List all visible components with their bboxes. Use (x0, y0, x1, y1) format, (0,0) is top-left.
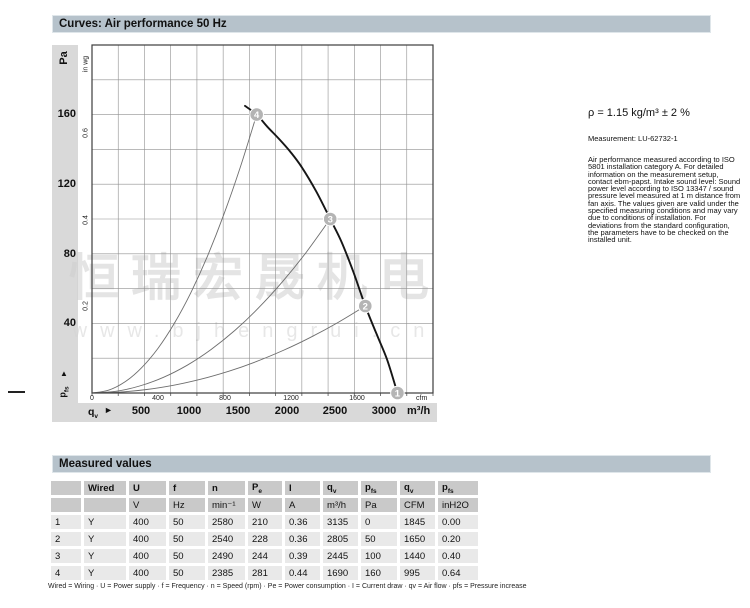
unit-pa: Pa (361, 498, 397, 512)
x-axis-label-qv: qv (88, 406, 99, 421)
operating-point-marker-3 (322, 211, 338, 227)
cfm-tick-400: 400 (152, 395, 164, 402)
cfm-unit-label: cfm (416, 395, 428, 402)
operating-point-label: 3 (328, 214, 333, 225)
measured-values-title: Measured values (59, 458, 152, 470)
inwg-tick-02: 0.2 (82, 301, 90, 311)
cfm-tick-0: 0 (90, 395, 94, 402)
air-density-note: ρ = 1.15 kg/m³ ± 2 % (588, 107, 690, 119)
inwg-tick-04: 0.4 (82, 215, 90, 225)
y-axis-unit-pa: Pa (58, 51, 70, 65)
operating-point-label: 2 (363, 301, 368, 312)
m3h-tick-500: 500 (131, 405, 151, 417)
header-pfs-inh2o: pfs (438, 481, 478, 495)
operating-point-marker-4 (249, 107, 264, 122)
header-wired: Wired (84, 481, 126, 495)
header-pe: Pe (248, 481, 282, 495)
operating-point-marker-2 (357, 298, 373, 314)
header-f: f (169, 481, 205, 495)
cfm-tick-800: 800 (219, 395, 231, 402)
header-qv-m3h: qv (323, 481, 358, 495)
unit-hz: Hz (169, 498, 205, 512)
m3h-tick-1500: 1500 (225, 405, 251, 417)
y-axis-unit-inwg: in wg (82, 55, 90, 73)
y-tick-160: 160 (57, 108, 76, 120)
header-blank (51, 481, 81, 495)
measured-values-table: Wired U f n Pe I qv pfs qv pfs V Hz min⁻… (48, 478, 481, 583)
unit-inh2o: inH2O (438, 498, 478, 512)
unit-cfm: CFM (400, 498, 435, 512)
cfm-tick-1200: 1200 (283, 395, 299, 402)
section-header-curves: Curves: Air performance 50 Hz (52, 15, 711, 33)
unit-a: A (285, 498, 320, 512)
page-margin-mark (8, 391, 25, 393)
unit-v: V (129, 498, 166, 512)
abbreviation-legend: Wired = Wiring · U = Power supply · f = … (48, 583, 527, 590)
table-units-row: V Hz min⁻¹ W A m³/h Pa CFM inH2O (51, 498, 478, 512)
inwg-tick-06: 0.6 (82, 128, 90, 138)
measurement-description: Air performance measured according to IS… (588, 155, 741, 245)
curves-title: Curves: Air performance 50 Hz (59, 18, 227, 30)
m3h-tick-1000: 1000 (176, 405, 202, 417)
unit-min: min⁻¹ (208, 498, 245, 512)
header-qv-cfm: qv (400, 481, 435, 495)
m3h-tick-2000: 2000 (274, 405, 300, 417)
table-header-row: Wired U f n Pe I qv pfs qv pfs (51, 481, 478, 495)
operating-point-marker-1 (390, 385, 405, 401)
y-axis-label-pfs: pfs (57, 386, 71, 398)
header-pfs-pa: pfs (361, 481, 397, 495)
header-n: n (208, 481, 245, 495)
pfs-axis-arrow-icon: ▲ (60, 369, 68, 378)
m3h-unit-label: m³/h (407, 405, 431, 417)
header-i: I (285, 481, 320, 495)
y-tick-80: 80 (63, 248, 76, 260)
unit-m3h: m³/h (323, 498, 358, 512)
qv-axis-arrow-icon: ► (104, 405, 113, 415)
operating-point-label: 4 (254, 110, 260, 121)
section-header-measured-values: Measured values (52, 455, 711, 473)
x-axis-strip (52, 403, 437, 422)
m3h-tick-3000: 3000 (371, 405, 397, 417)
operating-point-label: 1 (395, 388, 401, 399)
performance-curve-plot: 1 2 3 4 (91, 44, 434, 401)
y-axis-strip (52, 45, 78, 403)
y-tick-120: 120 (57, 178, 76, 190)
unit-w: W (248, 498, 282, 512)
cfm-tick-1600: 1600 (349, 395, 365, 402)
y-tick-40: 40 (63, 317, 76, 329)
measurement-reference: Measurement: LU-62732-1 (588, 134, 678, 143)
m3h-tick-2500: 2500 (322, 405, 348, 417)
header-u: U (129, 481, 166, 495)
